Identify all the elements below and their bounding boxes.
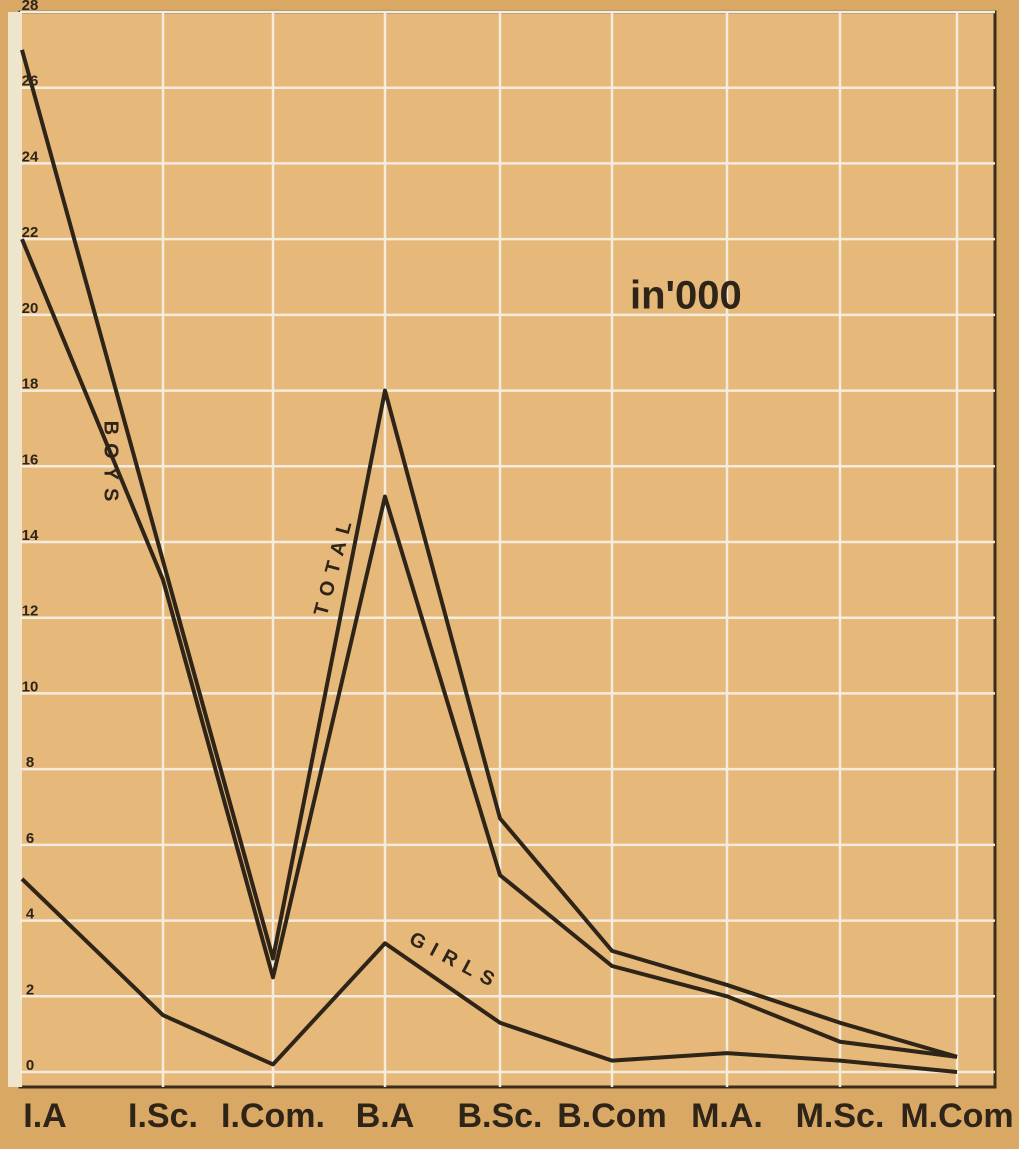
lines bbox=[20, 49, 958, 1074]
series-line bbox=[20, 49, 958, 1059]
x-tick-label: M.Sc. bbox=[796, 1097, 885, 1135]
series-line bbox=[20, 238, 958, 1059]
annotation: in'000 bbox=[630, 274, 742, 318]
y-tick-label: 2 bbox=[26, 981, 34, 998]
y-tick-label: 22 bbox=[22, 224, 39, 241]
y-tick-label: 28 bbox=[22, 0, 39, 14]
series-label: BOYS bbox=[100, 421, 122, 510]
x-tick-label: I.A bbox=[23, 1097, 66, 1135]
x-tick-label: B.A bbox=[356, 1097, 415, 1135]
x-tick-label: I.Sc. bbox=[128, 1097, 198, 1135]
y-tick-label: 16 bbox=[22, 451, 39, 468]
y-tick-label: 18 bbox=[22, 376, 39, 393]
y-tick-label: 12 bbox=[22, 603, 39, 620]
x-tick-label: B.Sc. bbox=[457, 1097, 542, 1135]
x-tick-label: M.Com bbox=[900, 1097, 1013, 1135]
y-tick-label: 10 bbox=[22, 678, 39, 695]
y-tick-label: 4 bbox=[26, 906, 35, 923]
y-tick-label: 26 bbox=[22, 73, 39, 90]
y-tick-label: 24 bbox=[22, 148, 39, 165]
series-line bbox=[20, 877, 958, 1074]
y-tick-label: 6 bbox=[26, 830, 34, 847]
axis-strip bbox=[8, 12, 22, 1087]
grid bbox=[20, 10, 995, 1087]
y-tick-label: 20 bbox=[22, 300, 39, 317]
y-tick-label: 0 bbox=[26, 1057, 34, 1074]
x-tick-label: B.Com bbox=[557, 1097, 667, 1135]
y-tick-label: 8 bbox=[26, 754, 34, 771]
x-tick-label: I.Com. bbox=[221, 1097, 325, 1135]
x-tick-label: M.A. bbox=[691, 1097, 763, 1135]
plot-area bbox=[18, 10, 997, 1089]
y-tick-label: 14 bbox=[22, 527, 39, 544]
